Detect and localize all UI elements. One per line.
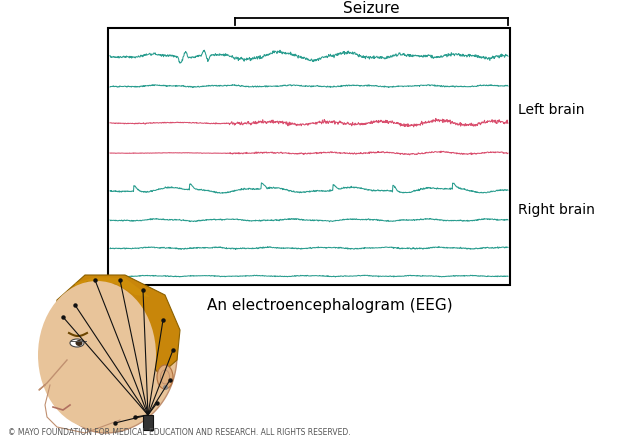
Ellipse shape (157, 365, 173, 389)
Ellipse shape (75, 340, 83, 346)
Text: Seizure: Seizure (343, 1, 400, 16)
Polygon shape (47, 277, 177, 433)
Text: An electroencephalogram (EEG): An electroencephalogram (EEG) (207, 298, 453, 313)
Bar (108, 28, 510, 285)
Text: © MAYO FOUNDATION FOR MEDICAL EDUCATION AND RESEARCH. ALL RIGHTS RESERVED.: © MAYO FOUNDATION FOR MEDICAL EDUCATION … (8, 428, 351, 437)
Text: Right brain: Right brain (518, 203, 595, 217)
Polygon shape (90, 415, 130, 425)
Text: Left brain: Left brain (518, 103, 585, 117)
Polygon shape (75, 277, 150, 297)
Polygon shape (53, 275, 180, 375)
Ellipse shape (38, 281, 156, 429)
FancyBboxPatch shape (143, 415, 153, 430)
Ellipse shape (70, 339, 84, 347)
